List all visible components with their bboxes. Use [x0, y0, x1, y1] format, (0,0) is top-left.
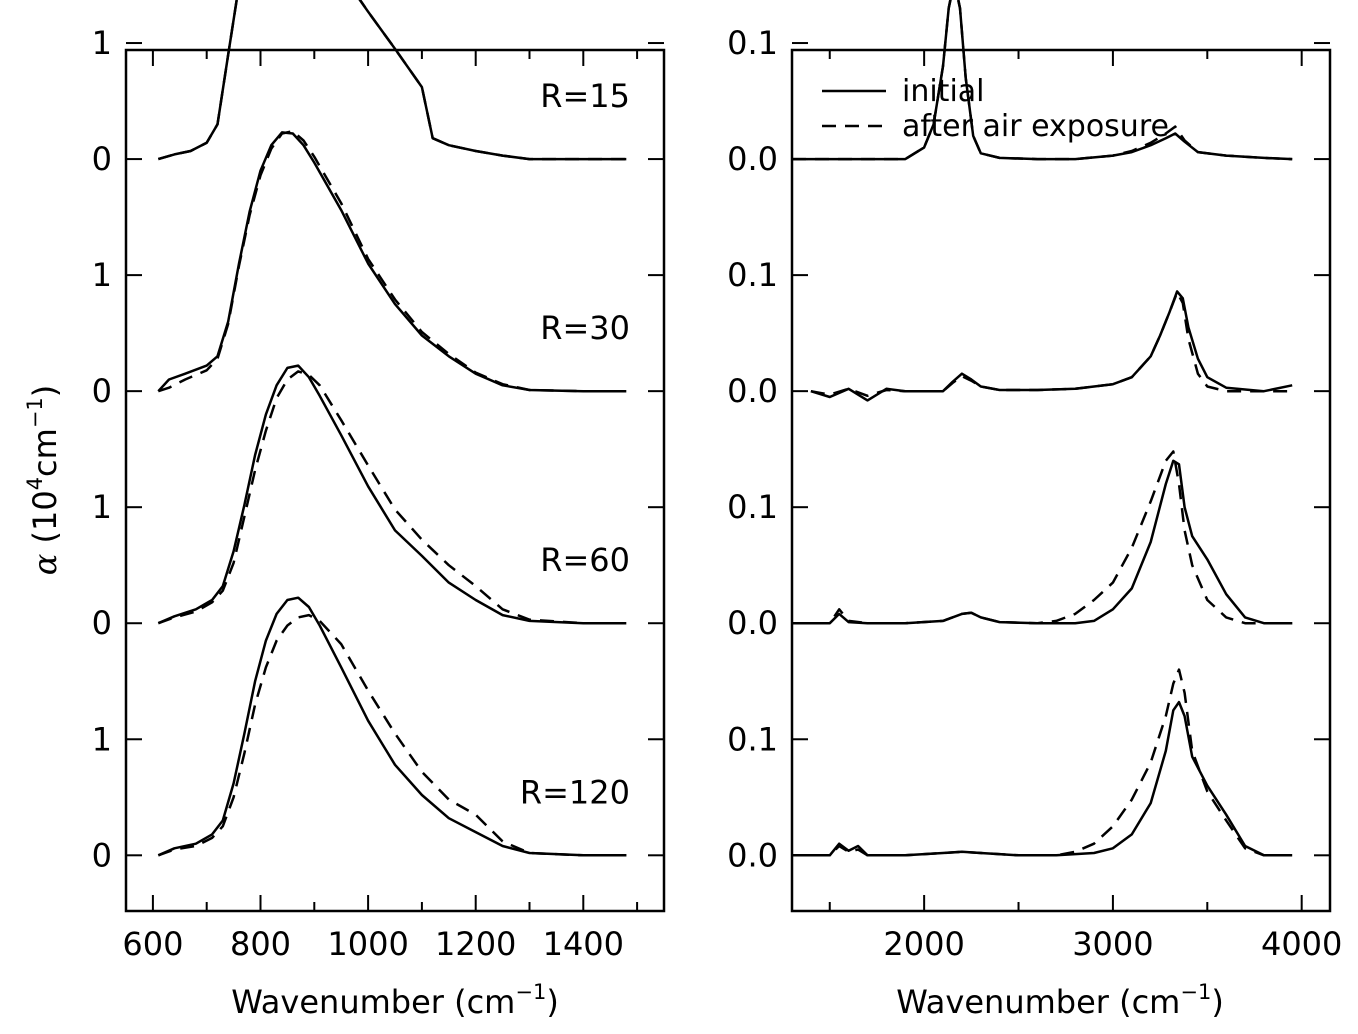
right-trace-2-after-line — [792, 450, 1293, 625]
series-label: R=120 — [520, 773, 630, 811]
right-y-tick-label: 0.0 — [727, 836, 778, 874]
right-trace-3-after-line — [792, 668, 1293, 857]
left-y-tick-label: 1 — [92, 256, 112, 294]
right-trace-1-after-line — [810, 291, 1293, 398]
left-y-tick-label: 1 — [92, 488, 112, 526]
left-x-tick-label: 600 — [122, 925, 183, 963]
left-trace-3-after-line — [157, 613, 627, 857]
left-y-axis-label: α (104cm−1) — [23, 385, 64, 576]
left-y-tick-label: 0 — [92, 604, 112, 642]
left-x-tick-label: 1400 — [543, 925, 624, 963]
right-y-tick-label: 0.1 — [727, 24, 778, 62]
left-x-tick-label: 800 — [230, 925, 291, 963]
left-trace-3-initial-line — [157, 596, 627, 857]
right-panel: 2000300040000.00.10.00.10.00.10.00.10.2 … — [727, 0, 1342, 1021]
left-x-tick-label: 1200 — [435, 925, 516, 963]
left-y-tick-label: 1 — [92, 720, 112, 758]
left-trace-2-initial-line — [157, 364, 627, 625]
right-trace-2-initial-line — [792, 459, 1293, 625]
left-y-tick-label: 0 — [92, 836, 112, 874]
right-y-tick-label: 0.0 — [727, 372, 778, 410]
left-panel: 600800100012001400010101012 R=15R=30R=60… — [23, 0, 666, 1021]
right-y-tick-label: 0.1 — [727, 256, 778, 294]
left-y-tick-label: 0 — [92, 140, 112, 178]
right-y-tick-label: 0.0 — [727, 140, 778, 178]
right-x-tick-label: 4000 — [1261, 925, 1342, 963]
legend-label-after: after air exposure — [902, 109, 1169, 144]
series-label: R=60 — [540, 541, 630, 579]
left-y-tick-label: 1 — [92, 24, 112, 62]
right-plot-frame — [790, 48, 1332, 913]
right-trace-1-initial-line — [810, 290, 1293, 402]
left-trace-0-after-line — [157, 0, 627, 161]
right-x-axis-label: Wavenumber (cm−1) — [896, 980, 1224, 1021]
series-label: R=15 — [540, 77, 630, 115]
legend: initial after air exposure — [822, 74, 1169, 144]
right-trace-0-after-line — [792, 0, 1293, 161]
right-y-tick-label: 0.1 — [727, 720, 778, 758]
series-label: R=30 — [540, 309, 630, 347]
right-x-tick-label: 2000 — [883, 925, 964, 963]
right-trace-3-initial-line — [792, 700, 1293, 857]
left-trace-1-after-line — [157, 129, 627, 393]
right-y-tick-label: 0.0 — [727, 604, 778, 642]
left-x-axis-label: Wavenumber (cm−1) — [231, 980, 559, 1021]
left-trace-1-initial-line — [157, 131, 627, 393]
left-x-tick-label: 1000 — [327, 925, 408, 963]
right-y-tick-label: 0.1 — [727, 488, 778, 526]
left-trace-2-after-line — [157, 370, 627, 625]
left-y-tick-label: 0 — [92, 372, 112, 410]
legend-label-initial: initial — [902, 74, 985, 109]
right-x-tick-label: 3000 — [1072, 925, 1153, 963]
